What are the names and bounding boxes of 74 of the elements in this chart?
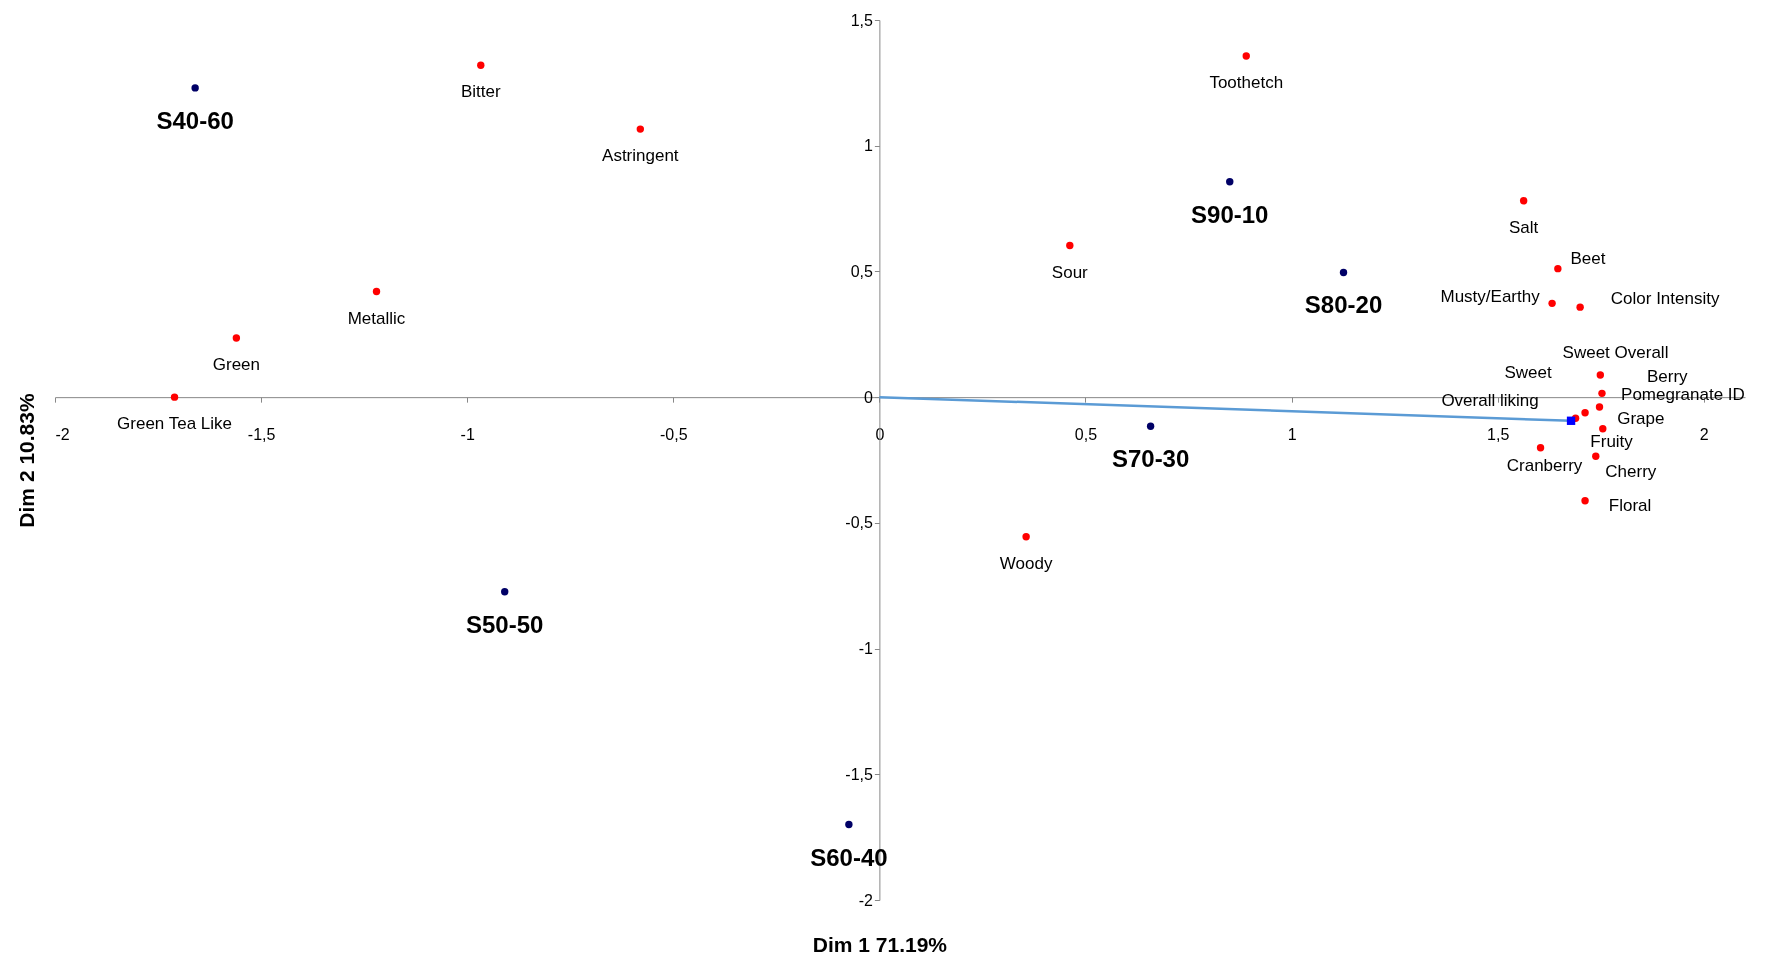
annotation: Salt <box>1509 217 1539 237</box>
x-tick-label: 1 <box>1287 425 1297 443</box>
y-tick-label: 1,5 <box>850 11 873 29</box>
point <box>1592 452 1600 460</box>
point <box>1554 264 1562 273</box>
x-tick-label: -2 <box>55 425 70 443</box>
annotation: Cranberry <box>1506 455 1583 475</box>
annotation: Overall liking <box>1441 390 1539 410</box>
point <box>501 588 509 596</box>
x-tick-label: -1,5 <box>247 425 276 443</box>
annotation: Pomegranate ID <box>1621 385 1745 405</box>
point <box>1581 409 1589 417</box>
x-tick-label: -1 <box>460 425 475 443</box>
x-tick-label: 0,5 <box>1074 425 1098 443</box>
annotation: Bitter <box>460 82 501 102</box>
x-tick-label: -0,5 <box>660 425 688 443</box>
y-axis-title: Dim 2 10.83% <box>14 393 38 528</box>
point <box>191 84 199 92</box>
y-tick-label: -0,5 <box>845 514 873 532</box>
point <box>170 393 179 401</box>
annotation: S70-30 <box>1111 445 1190 473</box>
annotation: Grape <box>1617 408 1665 428</box>
point <box>636 125 645 133</box>
point <box>1581 497 1589 505</box>
annotation: Toothetch <box>1209 72 1284 92</box>
y-tick-label: 1 <box>863 137 873 155</box>
annotation: Green Tea Like <box>117 414 233 434</box>
point <box>1599 425 1607 433</box>
annotation: Sour <box>1051 262 1089 282</box>
point <box>845 820 853 829</box>
annotation: Berry <box>1647 367 1689 387</box>
point <box>1146 422 1155 431</box>
annotation: Green <box>212 355 260 375</box>
y-tick-label: 0 <box>863 388 873 406</box>
annotation: Fruity <box>1590 432 1634 452</box>
annotation: S80-20 <box>1304 291 1383 319</box>
point <box>1566 416 1576 425</box>
point <box>1339 268 1348 277</box>
annotation: Floral <box>1608 495 1652 515</box>
annotation: Woody <box>999 553 1053 573</box>
y-tick-label: -1 <box>858 640 873 658</box>
y-tick-label: -2 <box>858 891 873 909</box>
annotation: Sweet <box>1504 362 1552 382</box>
annotation: Beet <box>1570 248 1606 268</box>
annotation: Metallic <box>347 308 406 328</box>
annotation: S90-10 <box>1191 200 1269 228</box>
annotation: Cherry <box>1605 462 1657 482</box>
point <box>1548 299 1556 308</box>
x-tick-label: 2 <box>1699 425 1709 443</box>
point <box>1022 532 1030 541</box>
annotation: Musty/Earthy <box>1440 287 1541 307</box>
x-tick-label: 1,5 <box>1487 425 1510 443</box>
y-tick-label: 0,5 <box>850 262 873 280</box>
x-axis-title: Dim 1 71.19% <box>812 932 948 956</box>
x-tick-label: 0 <box>875 425 885 443</box>
annotation: S40-60 <box>156 106 234 134</box>
point <box>1576 303 1584 311</box>
point <box>1226 177 1234 186</box>
point <box>1536 443 1545 452</box>
annotation: S60-40 <box>810 843 888 871</box>
point <box>1066 241 1074 250</box>
point <box>1242 52 1250 60</box>
point <box>1595 403 1604 411</box>
point <box>232 334 241 342</box>
point <box>1596 371 1605 379</box>
point <box>372 287 381 296</box>
point <box>1519 197 1528 205</box>
point <box>477 61 485 69</box>
annotation: Astringent <box>602 146 679 166</box>
annotation: Color Intensity <box>1610 289 1720 309</box>
annotation: Sweet Overall <box>1562 342 1669 362</box>
annotation: S50-50 <box>466 610 544 638</box>
y-tick-label: -1,5 <box>845 765 873 783</box>
point <box>1598 389 1606 398</box>
